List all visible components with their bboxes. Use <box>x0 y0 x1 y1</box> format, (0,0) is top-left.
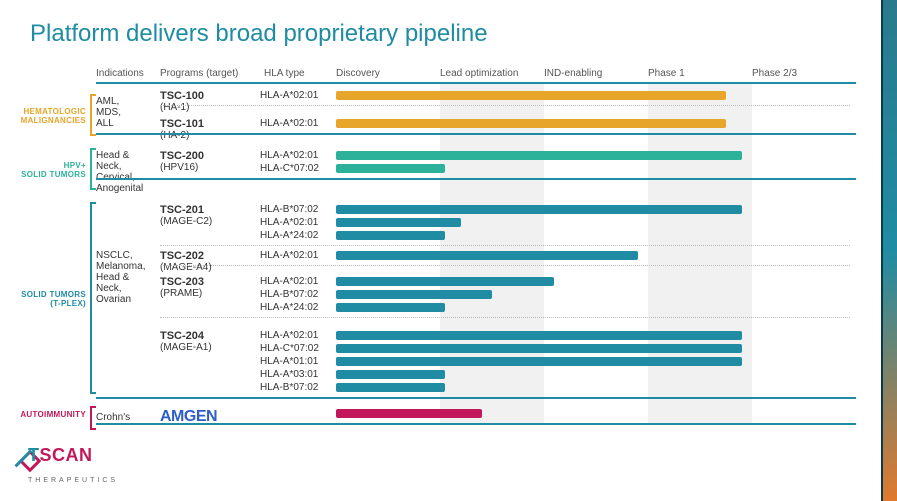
hla-label: HLA-A*02:01 <box>260 276 336 287</box>
hla-label: HLA-A*02:01 <box>260 330 336 341</box>
dotted-divider <box>160 265 850 266</box>
hla-label: HLA-A*24:02 <box>260 230 336 241</box>
hla-label: HLA-A*02:01 <box>260 118 336 129</box>
category-label: AUTOIMMUNITY <box>16 410 86 419</box>
col-header-programs: Programs (target) <box>160 68 245 79</box>
progress-bar <box>336 231 445 240</box>
program: TSC-202(MAGE-A4) <box>160 250 260 273</box>
stage-bg <box>648 84 752 424</box>
dotted-divider <box>160 245 850 246</box>
hla-label: HLA-A*03:01 <box>260 369 336 380</box>
category-label: SOLID TUMORS(T-PLEX) <box>16 290 86 308</box>
program: TSC-200(HPV16) <box>160 150 260 173</box>
hla-label: HLA-B*07:02 <box>260 382 336 393</box>
right-accent-bar <box>883 0 897 501</box>
dotted-divider <box>160 317 850 318</box>
progress-bar <box>336 370 445 379</box>
logo: TSCAN THERAPEUTICS <box>28 445 118 487</box>
section-divider <box>96 82 856 84</box>
category-label: HEMATOLOGICMALIGNANCIES <box>16 107 86 125</box>
program: TSC-100(HA-1) <box>160 90 260 113</box>
hla-label: HLA-A*24:02 <box>260 302 336 313</box>
stage-header: IND-enabling <box>544 68 648 79</box>
program: TSC-101(HA-2) <box>160 118 260 141</box>
hla-label: HLA-A*02:01 <box>260 150 336 161</box>
progress-bar <box>336 331 742 340</box>
hla-label: HLA-A*02:01 <box>260 90 336 101</box>
program: TSC-203(PRAME) <box>160 276 260 299</box>
indication: Head & Neck,Cervical,Anogenital <box>96 150 156 194</box>
progress-bar <box>336 119 726 128</box>
progress-bar <box>336 251 638 260</box>
progress-bar <box>336 383 445 392</box>
stage-header: Phase 1 <box>648 68 752 79</box>
logo-t: T <box>28 445 40 465</box>
stage-header: Phase 2/3 <box>752 68 856 79</box>
hla-label: HLA-A*02:01 <box>260 250 336 261</box>
program: TSC-204(MAGE-A1) <box>160 330 260 353</box>
logo-scan: SCAN <box>40 445 93 465</box>
progress-bar <box>336 151 742 160</box>
section-divider <box>96 178 856 180</box>
progress-bar <box>336 164 445 173</box>
col-header-hla: HLA type <box>264 68 305 79</box>
section-divider <box>96 423 856 425</box>
hla-label: HLA-A*01:01 <box>260 356 336 367</box>
section-divider <box>96 133 856 135</box>
indication: Crohn's <box>96 412 156 423</box>
progress-bar <box>336 344 742 353</box>
logo-sub: THERAPEUTICS <box>28 477 118 484</box>
progress-bar <box>336 409 482 418</box>
progress-bar <box>336 205 742 214</box>
category-label: HPV+SOLID TUMORS <box>16 161 86 179</box>
hla-label: HLA-B*07:02 <box>260 289 336 300</box>
page-title: Platform delivers broad proprietary pipe… <box>30 20 488 48</box>
stage-header: Lead optimization <box>440 68 544 79</box>
hla-label: HLA-B*07:02 <box>260 204 336 215</box>
hla-label: HLA-A*02:01 <box>260 217 336 228</box>
col-header-indications: Indications <box>96 68 144 79</box>
progress-bar <box>336 218 461 227</box>
progress-bar <box>336 357 742 366</box>
hla-label: HLA-C*07:02 <box>260 343 336 354</box>
stage-headers: DiscoveryLead optimizationIND-enablingPh… <box>336 68 856 79</box>
progress-bar <box>336 91 726 100</box>
stage-header: Discovery <box>336 68 440 79</box>
section-divider <box>96 397 856 399</box>
dotted-divider <box>160 105 850 106</box>
hla-label: HLA-C*07:02 <box>260 163 336 174</box>
indication: AML,MDS,ALL <box>96 96 156 129</box>
program: TSC-201(MAGE-C2) <box>160 204 260 227</box>
progress-bar <box>336 290 492 299</box>
progress-bar <box>336 303 445 312</box>
indication: NSCLC,Melanoma,Head & Neck,Ovarian <box>96 250 156 305</box>
progress-bar <box>336 277 554 286</box>
